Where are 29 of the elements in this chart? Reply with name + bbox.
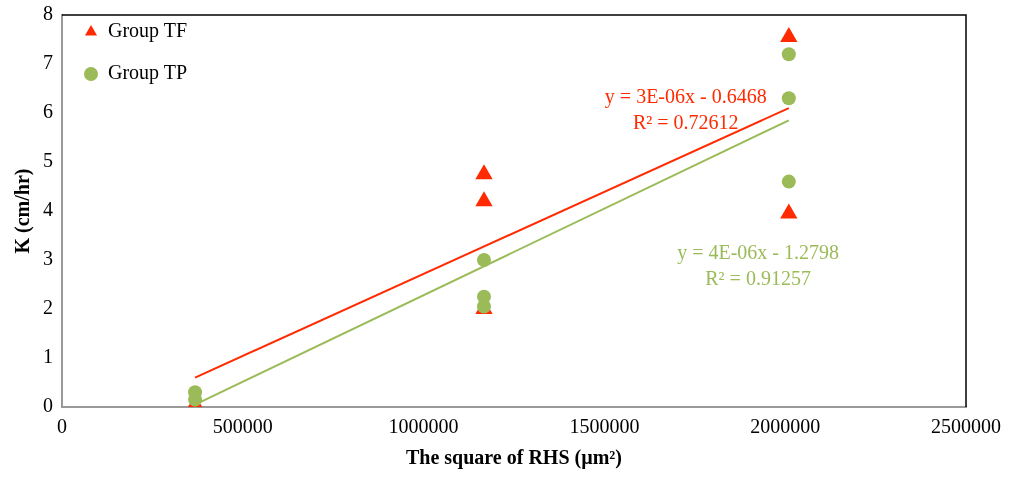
y-tick-label: 3 bbox=[43, 247, 53, 270]
y-axis-title: K (cm/hr) bbox=[11, 168, 35, 254]
x-tick-label: 1000000 bbox=[388, 415, 459, 438]
point bbox=[781, 47, 796, 62]
y-tick-label: 5 bbox=[43, 149, 53, 172]
point bbox=[475, 191, 493, 207]
x-tick-label: 2000000 bbox=[750, 415, 821, 438]
x-tick-label: 2500000 bbox=[931, 415, 1001, 438]
point bbox=[476, 253, 491, 267]
annotation: y = 4E-06x - 1.2798 R² = 0.91257 bbox=[677, 241, 839, 290]
y-tick-label: 7 bbox=[43, 51, 53, 74]
y-tick-label: 8 bbox=[43, 2, 53, 25]
x-axis-title: The square of RHS (µm²) bbox=[405, 446, 623, 470]
x-tick-label: 1500000 bbox=[569, 415, 640, 438]
x-tick-label: 500000 bbox=[212, 415, 273, 438]
point bbox=[781, 91, 796, 106]
y-tick-label: 0 bbox=[43, 394, 53, 417]
point bbox=[780, 27, 798, 43]
legend-label: Group TP bbox=[108, 61, 188, 85]
legend-label: Group TF bbox=[108, 19, 188, 43]
annotation: y = 3E-06x - 0.6468 R² = 0.72612 bbox=[604, 84, 767, 133]
y-tick-label: 4 bbox=[43, 198, 53, 221]
y-tick-label: 2 bbox=[43, 296, 53, 319]
y-tick-label: 6 bbox=[43, 100, 53, 123]
x-tick-label: 0 bbox=[57, 415, 67, 438]
point bbox=[780, 203, 798, 219]
point bbox=[781, 174, 796, 189]
point bbox=[475, 164, 493, 180]
y-tick-label: 1 bbox=[43, 345, 53, 368]
